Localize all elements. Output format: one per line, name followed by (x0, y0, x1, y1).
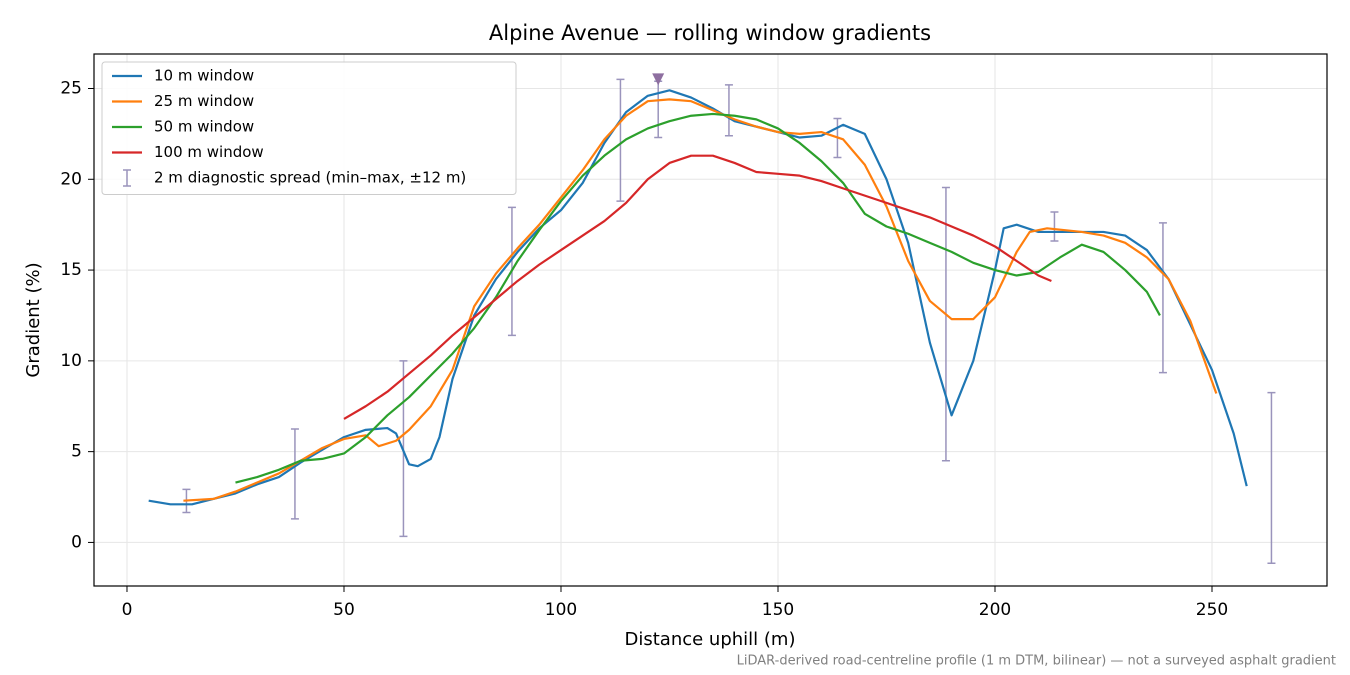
legend-label: 10 m window (154, 67, 254, 85)
y-tick-label: 5 (71, 442, 82, 462)
x-tick-label: 100 (545, 600, 577, 620)
error-bar (1050, 211, 1059, 242)
y-tick-label: 20 (60, 169, 82, 189)
x-tick-label: 50 (333, 600, 355, 620)
y-tick-label: 10 (60, 351, 82, 371)
legend-label: 50 m window (154, 118, 254, 136)
plot-frame (93, 53, 1328, 587)
error-bar (290, 428, 299, 520)
error-bar (1267, 391, 1276, 565)
error-bar (724, 84, 733, 137)
x-tick-label: 150 (762, 600, 794, 620)
y-axis-label: Gradient (%) (23, 262, 44, 377)
legend-box (101, 61, 517, 195)
x-tick-label: 250 (1196, 600, 1228, 620)
x-axis-label: Distance uphill (m) (625, 629, 796, 650)
line-series (343, 154, 1052, 420)
line-series (148, 89, 1248, 506)
y-tick-label: 15 (60, 260, 82, 280)
legend-label: 25 m window (154, 92, 254, 110)
error-bar (1158, 222, 1167, 374)
chart-title: Alpine Avenue — rolling window gradients (489, 21, 931, 45)
line-series (183, 98, 1218, 502)
x-tick-label: 0 (122, 600, 133, 620)
peak-marker (652, 73, 665, 86)
error-bar (654, 80, 663, 139)
footnote: LiDAR-derived road-centreline profile (1… (737, 654, 1336, 669)
x-tick-label: 200 (979, 600, 1011, 620)
legend-label: 2 m diagnostic spread (min–max, ±12 m) (154, 169, 466, 187)
y-tick-label: 25 (60, 78, 82, 98)
error-bar (616, 78, 625, 202)
legend-label: 100 m window (154, 143, 264, 161)
legend-swatch (123, 169, 131, 187)
error-bar (941, 186, 950, 462)
y-tick-label: 0 (71, 532, 82, 552)
line-series (235, 112, 1161, 484)
